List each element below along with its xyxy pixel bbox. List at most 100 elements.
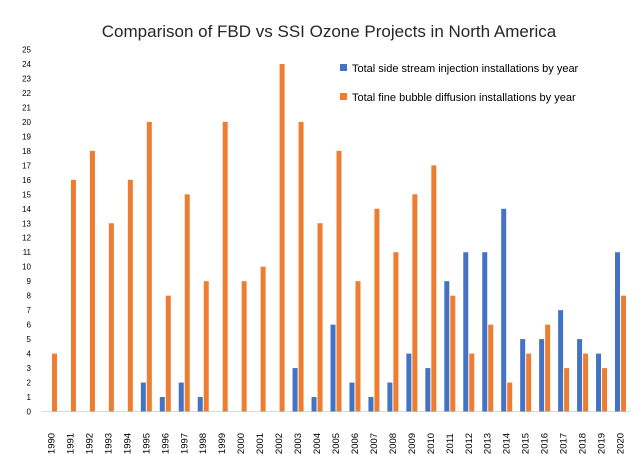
x-tick-label: 2020 bbox=[616, 433, 627, 454]
y-tick-label: 19 bbox=[22, 132, 31, 141]
fbd-bar-2003 bbox=[298, 121, 304, 412]
x-tick-label: 1996 bbox=[160, 433, 171, 454]
ssi-bar-2011 bbox=[444, 281, 450, 412]
x-tick-label: 1997 bbox=[179, 433, 190, 454]
x-tick-label: 2008 bbox=[388, 433, 399, 454]
x-tick-label: 2002 bbox=[274, 433, 285, 454]
y-tick-label: 22 bbox=[22, 89, 31, 98]
ssi-bar-2015 bbox=[520, 339, 526, 412]
y-tick-label: 15 bbox=[22, 190, 31, 199]
fbd-bar-2019 bbox=[602, 368, 608, 412]
x-tick-label: 2015 bbox=[521, 433, 532, 454]
y-tick-label: 4 bbox=[27, 350, 32, 359]
y-axis-ticks: 0123456789101112131415161718192021222324… bbox=[22, 46, 31, 417]
y-tick-label: 2 bbox=[27, 379, 32, 388]
ssi-bar-2010 bbox=[425, 368, 431, 412]
ssi-bar-2005 bbox=[330, 324, 336, 412]
fbd-bar-1994 bbox=[127, 179, 133, 412]
fbd-bar-2013 bbox=[488, 324, 494, 412]
x-tick-label: 2014 bbox=[502, 433, 513, 454]
y-tick-label: 8 bbox=[27, 292, 32, 301]
x-tick-label: 2017 bbox=[559, 433, 570, 454]
y-tick-label: 10 bbox=[22, 263, 31, 272]
x-tick-label: 1994 bbox=[122, 433, 133, 454]
ssi-bar-2009 bbox=[406, 353, 412, 412]
x-tick-label: 1995 bbox=[141, 433, 152, 454]
legend-label-ssi: Total side stream injection installation… bbox=[352, 63, 579, 75]
x-tick-label: 2004 bbox=[312, 433, 323, 454]
y-tick-label: 21 bbox=[22, 103, 31, 112]
fbd-bar-2014 bbox=[507, 382, 513, 412]
y-tick-label: 12 bbox=[22, 234, 31, 243]
x-tick-label: 2018 bbox=[578, 433, 589, 454]
x-tick-label: 1990 bbox=[46, 433, 57, 454]
fbd-bar-2006 bbox=[355, 281, 361, 412]
x-tick-label: 2001 bbox=[255, 433, 266, 454]
fbd-bar-1992 bbox=[89, 150, 95, 412]
y-tick-label: 23 bbox=[22, 74, 31, 83]
x-tick-label: 2013 bbox=[483, 433, 494, 454]
x-tick-label: 2012 bbox=[464, 433, 475, 454]
fbd-bar-1990 bbox=[51, 353, 57, 412]
x-axis-ticks: 1990 1991 1992 1993 1994 1995 1996 1997 1998 1999… bbox=[46, 433, 626, 454]
ssi-bar-2006 bbox=[349, 382, 355, 412]
fbd-bar-1999 bbox=[222, 121, 228, 412]
y-tick-label: 14 bbox=[22, 205, 31, 214]
ssi-bar-2008 bbox=[387, 382, 393, 412]
legend-swatch-ssi bbox=[340, 64, 347, 71]
fbd-bar-2015 bbox=[526, 353, 532, 412]
y-tick-label: 18 bbox=[22, 147, 31, 156]
ssi-bar-2018 bbox=[577, 339, 583, 412]
legend: Total side stream injection installation… bbox=[340, 63, 579, 104]
ssi-bar-2019 bbox=[596, 353, 602, 412]
x-tick-label: 2007 bbox=[369, 433, 380, 454]
x-tick-label: 2016 bbox=[540, 433, 551, 454]
fbd-bar-2016 bbox=[545, 324, 551, 412]
ssi-bar-1995 bbox=[140, 382, 146, 412]
y-tick-label: 25 bbox=[22, 46, 31, 55]
fbd-bar-1996 bbox=[165, 295, 171, 412]
chart-title: Comparison of FBD vs SSI Ozone Projects … bbox=[102, 22, 557, 41]
y-tick-label: 7 bbox=[27, 306, 32, 315]
x-tick-label: 2019 bbox=[597, 433, 608, 454]
y-tick-label: 5 bbox=[27, 335, 32, 344]
y-tick-label: 17 bbox=[22, 161, 31, 170]
ssi-bar-2013 bbox=[482, 252, 488, 412]
fbd-bar-2005 bbox=[336, 150, 342, 412]
fbd-bar-2011 bbox=[450, 295, 456, 412]
ssi-bar-2020 bbox=[615, 252, 621, 412]
y-tick-label: 3 bbox=[27, 364, 32, 373]
x-tick-label: 2000 bbox=[236, 433, 247, 454]
x-tick-label: 2009 bbox=[407, 433, 418, 454]
y-tick-label: 11 bbox=[23, 248, 32, 257]
ssi-bar-2016 bbox=[539, 339, 545, 412]
fbd-bar-2020 bbox=[621, 295, 627, 412]
fbd-bar-2010 bbox=[431, 165, 437, 412]
x-tick-label: 2006 bbox=[350, 433, 361, 454]
ssi-bar-2014 bbox=[501, 208, 507, 412]
fbd-bar-1998 bbox=[203, 281, 209, 412]
fbd-bar-2000 bbox=[241, 281, 247, 412]
x-tick-label: 2011 bbox=[445, 433, 456, 453]
y-tick-label: 6 bbox=[27, 321, 32, 330]
x-tick-label: 1991 bbox=[65, 433, 76, 454]
y-tick-label: 9 bbox=[27, 277, 32, 286]
ssi-bar-1998 bbox=[197, 397, 203, 412]
fbd-bar-2009 bbox=[412, 194, 418, 412]
fbd-bar-1995 bbox=[146, 121, 152, 412]
fbd-bar-2001 bbox=[260, 266, 266, 412]
ssi-bar-1997 bbox=[178, 382, 184, 412]
fbd-bar-2017 bbox=[564, 368, 570, 412]
fbd-bar-2012 bbox=[469, 353, 475, 412]
ssi-bar-2017 bbox=[558, 310, 564, 412]
legend-swatch-fbd bbox=[340, 93, 347, 100]
x-tick-label: 2003 bbox=[293, 433, 304, 454]
x-tick-label: 1993 bbox=[103, 433, 114, 454]
fbd-bar-2004 bbox=[317, 223, 323, 412]
x-tick-label: 2005 bbox=[331, 433, 342, 454]
x-tick-label: 1992 bbox=[84, 433, 95, 454]
ssi-bar-2007 bbox=[368, 397, 374, 412]
y-tick-label: 1 bbox=[27, 393, 32, 402]
fbd-bar-2018 bbox=[583, 353, 589, 412]
